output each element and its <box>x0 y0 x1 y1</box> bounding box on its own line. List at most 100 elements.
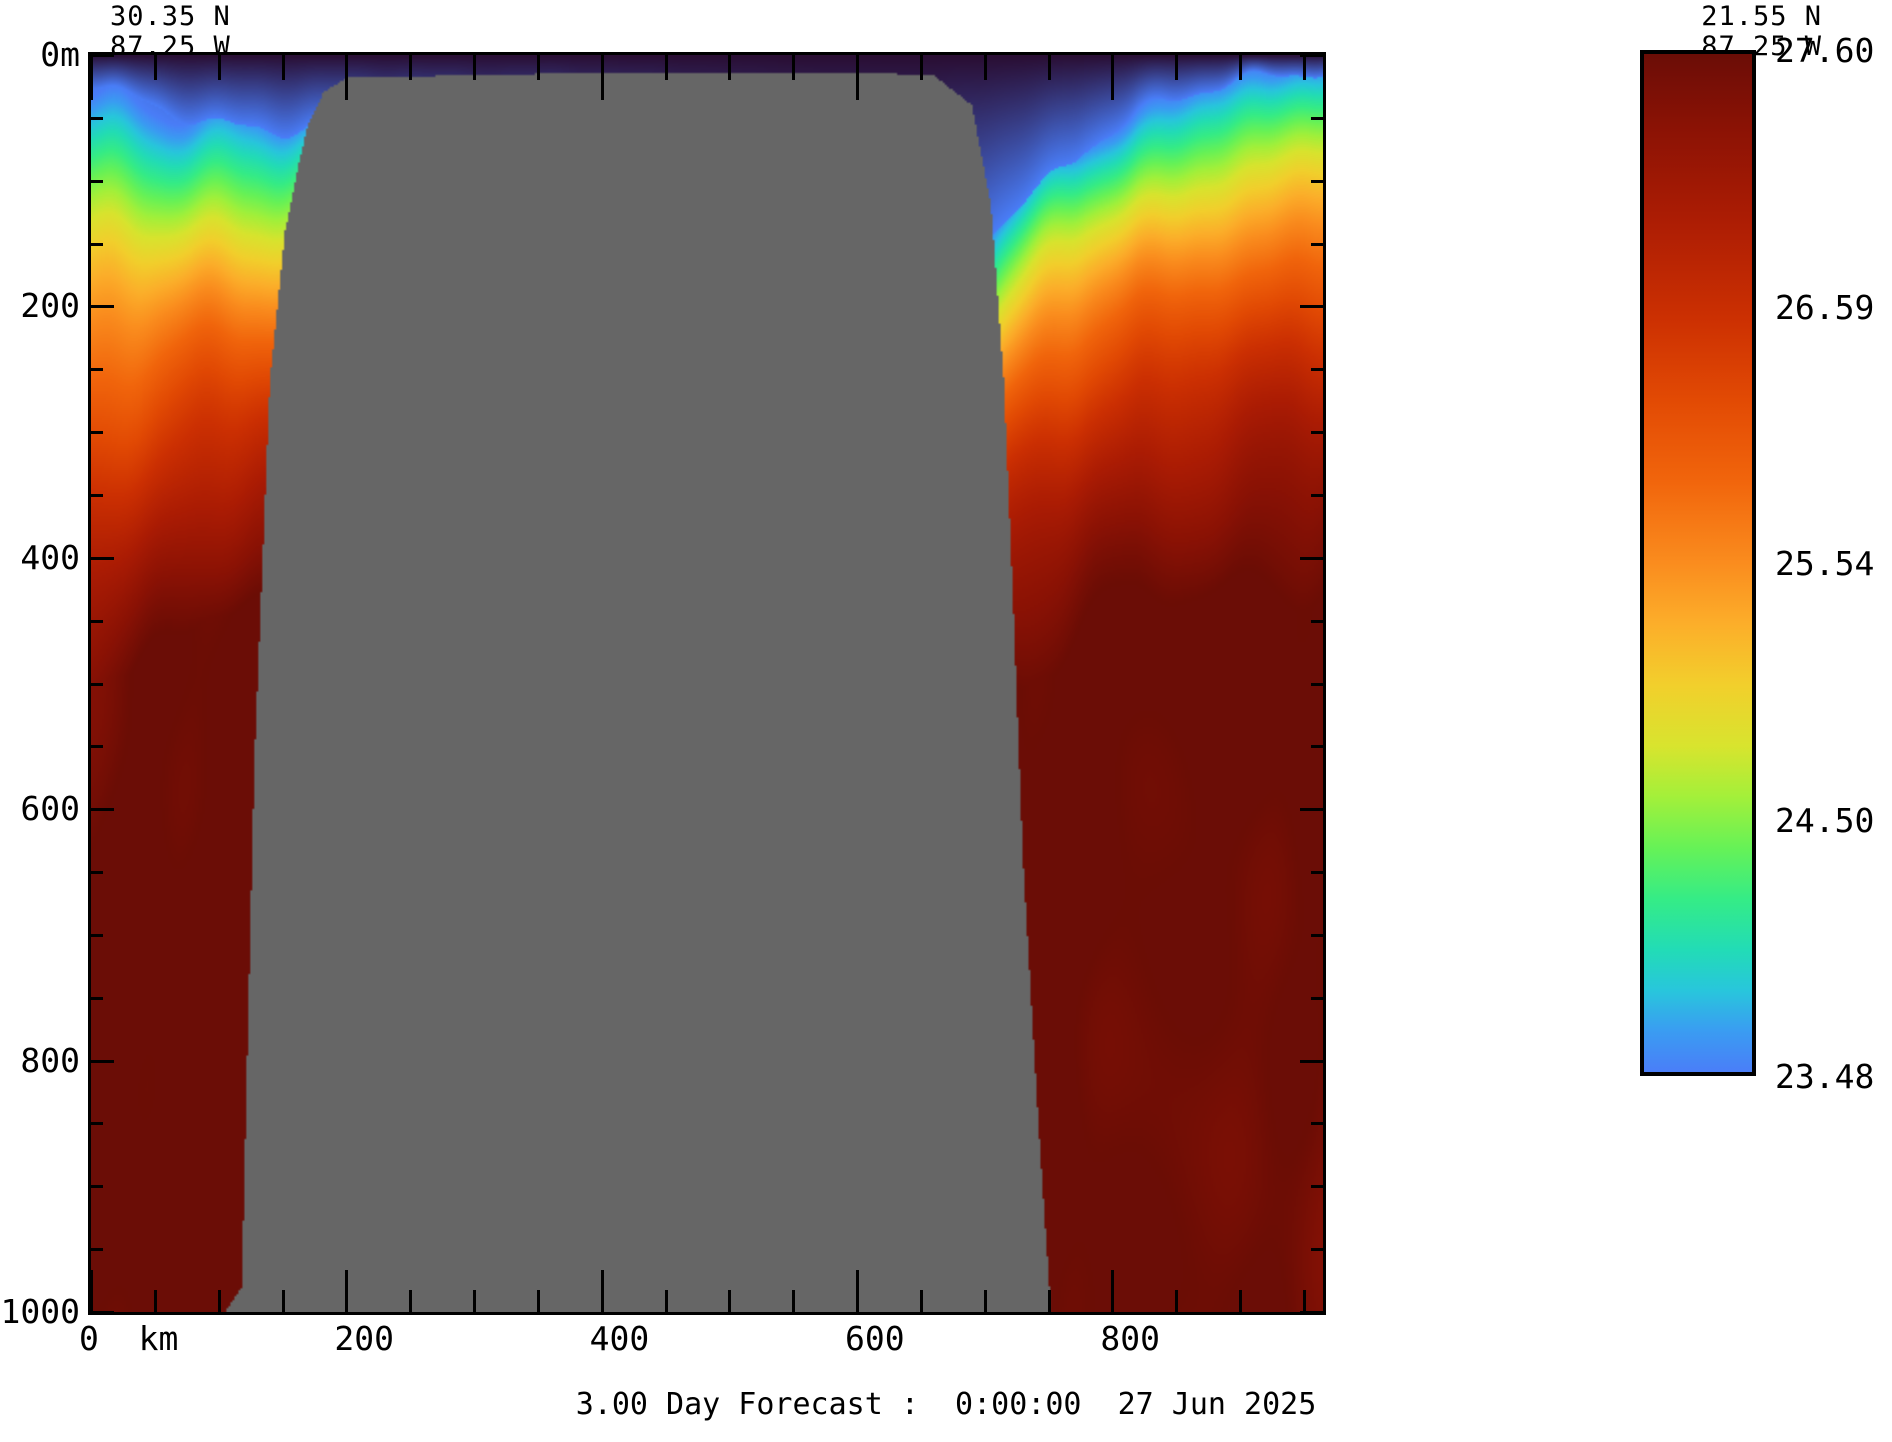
y-axis-tick-label: 0m <box>40 35 80 74</box>
y-axis-tick-label: 200 <box>20 286 80 326</box>
y-axis-minor-tick <box>88 682 103 686</box>
x-axis-minor-tick-top <box>1175 55 1179 80</box>
x-axis-minor-tick <box>409 1290 413 1315</box>
colorbar-tick-label: 23.48 <box>1775 1057 1875 1096</box>
temperature-heatmap-canvas <box>91 55 1323 1312</box>
x-axis-minor-tick <box>153 1290 157 1315</box>
x-axis-minor-tick <box>1239 1290 1242 1315</box>
x-axis-minor-tick <box>983 1290 987 1315</box>
y-axis-minor-tick-right <box>1311 179 1326 183</box>
y-axis-minor-tick <box>88 1122 103 1126</box>
y-axis-minor-tick <box>88 871 103 875</box>
x-axis-major-tick <box>600 1270 604 1315</box>
y-axis-minor-tick <box>88 1185 103 1189</box>
x-axis-minor-tick <box>728 1290 732 1315</box>
x-axis-minor-tick <box>664 1290 668 1315</box>
x-axis-tick-label: 0 km <box>79 1319 179 1358</box>
x-axis-minor-tick <box>919 1290 923 1315</box>
colorbar-tick-label: 25.54 <box>1775 544 1875 583</box>
x-axis-minor-tick <box>1175 1290 1179 1315</box>
y-axis-minor-tick <box>88 745 103 749</box>
y-axis-minor-tick <box>88 493 103 497</box>
colorbar-gradient <box>1644 54 1752 1072</box>
colorbar-tick-label: 26.59 <box>1775 287 1875 327</box>
x-axis-minor-tick-top <box>1302 55 1306 80</box>
y-axis-minor-tick <box>88 242 103 246</box>
y-axis-major-tick-right <box>1300 1059 1326 1063</box>
x-axis-major-tick-top <box>345 55 349 100</box>
y-axis-minor-tick-right <box>1311 619 1326 623</box>
x-axis-minor-tick <box>792 1290 796 1315</box>
colorbar-tick-label: 24.50 <box>1775 800 1875 840</box>
y-axis-major-tick-right <box>1300 54 1326 57</box>
y-axis-minor-tick <box>88 1248 103 1252</box>
y-axis-major-tick <box>88 305 114 309</box>
y-axis-major-tick-right <box>1300 1311 1326 1314</box>
cross-section-plot <box>88 52 1326 1315</box>
y-axis-minor-tick-right <box>1311 1248 1326 1252</box>
x-axis-major-tick-top <box>1111 55 1115 100</box>
y-axis-minor-tick-right <box>1311 996 1326 1000</box>
y-axis-minor-tick <box>88 116 103 120</box>
x-axis-tick-label: 600 <box>845 1319 905 1358</box>
x-axis-minor-tick-top <box>536 55 540 80</box>
y-axis-tick-label: 600 <box>20 789 80 829</box>
x-axis-minor-tick <box>1302 1290 1306 1315</box>
x-axis-tick-label: 800 <box>1100 1319 1160 1358</box>
y-axis-minor-tick-right <box>1311 1122 1326 1126</box>
x-axis-major-tick <box>1111 1270 1115 1315</box>
x-axis-minor-tick <box>536 1290 540 1315</box>
y-axis-minor-tick <box>88 996 103 1000</box>
x-axis-minor-tick-top <box>919 55 923 80</box>
x-axis-minor-tick-top <box>1239 55 1242 80</box>
x-axis-minor-tick-top <box>792 55 796 80</box>
y-axis-major-tick-right <box>1300 808 1326 812</box>
x-axis-minor-tick <box>281 1290 285 1315</box>
y-axis-minor-tick-right <box>1311 871 1326 875</box>
y-axis-minor-tick-right <box>1311 242 1326 246</box>
x-axis-minor-tick-top <box>728 55 732 80</box>
colorbar <box>1640 50 1756 1076</box>
y-axis-tick-label: 800 <box>20 1040 80 1080</box>
x-axis-tick-label: 200 <box>334 1319 394 1358</box>
x-axis-major-tick <box>856 1270 859 1315</box>
y-axis-major-tick <box>88 54 114 57</box>
forecast-caption: 3.00 Day Forecast : 0:00:00 27 Jun 2025 <box>575 1387 1317 1422</box>
colorbar-tick-label: 27.60 <box>1775 31 1875 70</box>
y-axis-minor-tick-right <box>1311 493 1326 497</box>
y-axis-minor-tick-right <box>1311 745 1326 749</box>
y-axis-major-tick-right <box>1300 556 1326 560</box>
y-axis-minor-tick-right <box>1311 1185 1326 1189</box>
y-axis-minor-tick-right <box>1311 933 1326 937</box>
y-axis-minor-tick-right <box>1311 431 1326 435</box>
y-axis-minor-tick <box>88 933 103 937</box>
x-axis-minor-tick <box>473 1290 476 1315</box>
x-axis-minor-tick <box>1047 1290 1051 1315</box>
x-axis-major-tick <box>90 1270 93 1315</box>
x-axis-minor-tick-top <box>409 55 413 80</box>
y-axis-minor-tick-right <box>1311 682 1326 686</box>
y-axis-minor-tick-right <box>1311 116 1326 120</box>
x-axis-minor-tick-top <box>153 55 157 80</box>
x-axis-minor-tick-top <box>664 55 668 80</box>
y-axis-major-tick <box>88 1311 114 1314</box>
x-axis-tick-label: 400 <box>589 1319 650 1358</box>
y-axis-minor-tick <box>88 619 103 623</box>
y-axis-minor-tick-right <box>1311 368 1326 372</box>
x-axis-minor-tick <box>217 1290 221 1315</box>
x-axis-minor-tick-top <box>1047 55 1051 80</box>
y-axis-minor-tick <box>88 368 103 372</box>
x-axis-minor-tick-top <box>983 55 987 80</box>
x-axis-minor-tick-top <box>473 55 476 80</box>
y-axis-major-tick <box>88 556 114 560</box>
y-axis-tick-label: 1000 <box>0 1292 80 1331</box>
y-axis-major-tick <box>88 808 114 812</box>
x-axis-major-tick-top <box>600 55 604 100</box>
y-axis-minor-tick <box>88 431 103 435</box>
y-axis-major-tick <box>88 1059 114 1063</box>
x-axis-major-tick-top <box>90 55 93 100</box>
y-axis-tick-label: 400 <box>20 537 80 577</box>
x-axis-major-tick-top <box>856 55 859 100</box>
x-axis-minor-tick-top <box>217 55 221 80</box>
x-axis-major-tick <box>345 1270 349 1315</box>
